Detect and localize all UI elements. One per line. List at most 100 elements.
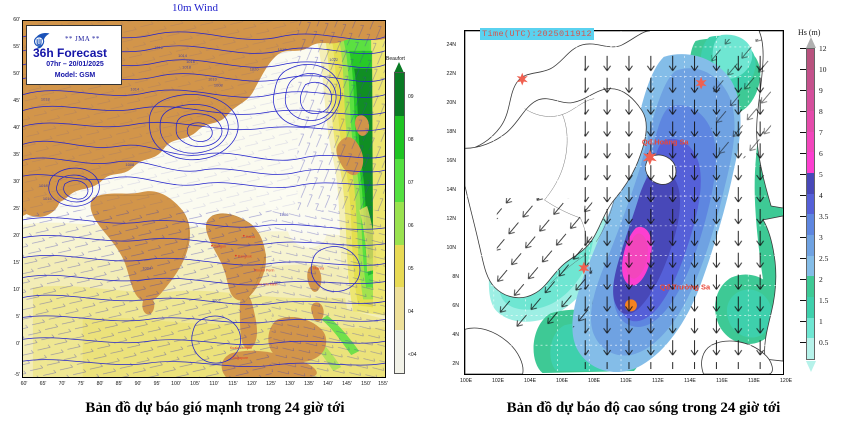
svg-text:1004: 1004	[142, 266, 152, 271]
beaufort-colorbar-arrow	[394, 62, 404, 73]
wave-xlabel: 106E	[555, 378, 569, 384]
right-caption: Bản đồ dự báo độ cao sóng trong 24 giờ t…	[506, 400, 781, 416]
svg-text:Bangkok: Bangkok	[238, 255, 252, 259]
wave-ylabel: 24N	[446, 42, 456, 48]
hs-colorbar-bottom-arrow	[805, 361, 816, 372]
beaufort-seg	[395, 330, 404, 373]
hs-dash	[800, 195, 806, 196]
wind-xlabel: 100'	[171, 381, 181, 387]
hs-dash	[800, 153, 806, 154]
hs-tick: 7	[819, 128, 823, 137]
wind-forecast-panel: 10m Wind	[0, 0, 430, 395]
hs-dash	[800, 321, 806, 322]
wind-xlabel: 150'	[361, 381, 371, 387]
wave-ylabel: 12N	[446, 216, 456, 222]
hs-dash	[800, 237, 806, 238]
hs-tick: 5	[819, 170, 823, 179]
hs-tick: 0.5	[819, 338, 829, 347]
wave-map-frame: Qđ.Hoàng Sa Qđ.Trường Sa	[464, 30, 784, 375]
beaufort-tick: 08	[408, 137, 414, 143]
svg-text:Yangon: Yangon	[214, 245, 226, 249]
wave-xlabel: 120E	[779, 378, 793, 384]
wave-ylabel: 22N	[446, 71, 456, 77]
wind-ylabel: -5'	[14, 372, 20, 378]
hs-colorbar	[806, 48, 815, 360]
beaufort-colorbar	[394, 72, 405, 374]
wave-xlabel: 100E	[459, 378, 473, 384]
svg-text:Hanoi: Hanoi	[246, 235, 256, 239]
hs-tick: 1	[819, 317, 823, 326]
wave-ylabel: 2N	[452, 361, 459, 367]
svg-text:1016: 1016	[43, 196, 53, 201]
svg-text:1012: 1012	[154, 45, 163, 50]
hs-dash	[800, 216, 806, 217]
wave-xlabel: 114E	[684, 378, 696, 384]
hs-tick: 2.5	[819, 254, 829, 263]
svg-text:Phnom Penh: Phnom Penh	[254, 269, 275, 273]
hs-tick: 8	[819, 107, 823, 116]
svg-text:1008: 1008	[214, 83, 224, 88]
hs-tick: 12	[819, 44, 827, 53]
wind-xlabel: 75'	[77, 381, 85, 387]
hs-dash	[800, 90, 806, 91]
wind-xlabel: 155'	[378, 381, 388, 387]
hs-seg	[807, 317, 814, 339]
beaufort-seg	[395, 73, 404, 116]
wave-ylabel: 6N	[452, 303, 459, 309]
svg-text:1016: 1016	[186, 59, 196, 64]
hs-seg	[807, 131, 814, 153]
hs-seg	[807, 297, 814, 318]
wind-ylabel: 20'	[13, 233, 20, 239]
wave-time-label: Time(UTC):2025011912	[480, 28, 595, 40]
svg-text:1014: 1014	[178, 53, 188, 58]
hs-seg	[807, 69, 814, 91]
wind-xlabel: 130'	[285, 381, 295, 387]
beaufort-seg	[395, 115, 404, 159]
hs-dash	[800, 342, 806, 343]
wind-xlabel: 70'	[58, 381, 66, 387]
wave-xlabel: 118E	[748, 378, 760, 384]
wave-xlabel: 112E	[652, 378, 664, 384]
beaufort-tick: <04	[408, 352, 417, 358]
wind-xlabel: 85'	[115, 381, 123, 387]
hs-dash	[800, 300, 806, 301]
svg-text:1018: 1018	[278, 47, 288, 52]
wind-xlabel: 140'	[323, 381, 333, 387]
hs-dash	[800, 258, 806, 259]
wind-ylabel: 60'	[13, 17, 20, 23]
hs-colorbar-title: Hs (m)	[798, 28, 821, 37]
wind-ylabel: 5'	[16, 314, 20, 320]
jma-forecast-infobox: ** JMA ** 36h Forecast 07hr – 20/01/2025…	[26, 25, 122, 85]
beaufort-seg	[395, 287, 404, 331]
wave-ylabel: 4N	[452, 332, 459, 338]
svg-text:Kuala Lumpur: Kuala Lumpur	[230, 346, 253, 350]
wind-map-canvas: 1012 1014 1016 1018 1018 1020 1022 1018 …	[23, 21, 385, 377]
hs-tick: 4	[819, 191, 823, 200]
hs-tick: 6	[819, 149, 823, 158]
wind-xlabel: 60'	[20, 381, 28, 387]
wave-ylabel: 10N	[446, 245, 456, 251]
wave-map-canvas: Qđ.Hoàng Sa Qđ.Trường Sa	[465, 31, 783, 374]
wind-ylabel: 55'	[13, 44, 20, 50]
wind-xlabel: 120'	[247, 381, 257, 387]
wind-ylabel: 15'	[13, 260, 20, 266]
wave-ylabel: 20N	[446, 100, 456, 106]
beaufort-tick: 04	[408, 309, 414, 315]
svg-text:1018: 1018	[41, 97, 51, 102]
wave-ylabel: 18N	[446, 129, 456, 135]
forecast-datetime-label: 07hr – 20/01/2025	[46, 61, 104, 68]
hs-seg	[807, 214, 814, 236]
hs-seg	[807, 111, 814, 132]
wind-xlabel: 145'	[342, 381, 352, 387]
wind-ylabel: 10'	[13, 287, 20, 293]
hs-tick: 10	[819, 65, 827, 74]
hs-dash	[800, 69, 806, 70]
jma-swirl-logo-icon	[33, 33, 50, 49]
left-caption: Bản đồ dự báo gió mạnh trong 24 giờ tới	[85, 400, 345, 416]
wind-ylabel: 40'	[13, 125, 20, 131]
wind-ylabel: 30'	[13, 179, 20, 185]
hs-tick: 3.5	[819, 212, 829, 221]
wind-xlabel: 125'	[266, 381, 276, 387]
hs-seg	[807, 90, 814, 112]
